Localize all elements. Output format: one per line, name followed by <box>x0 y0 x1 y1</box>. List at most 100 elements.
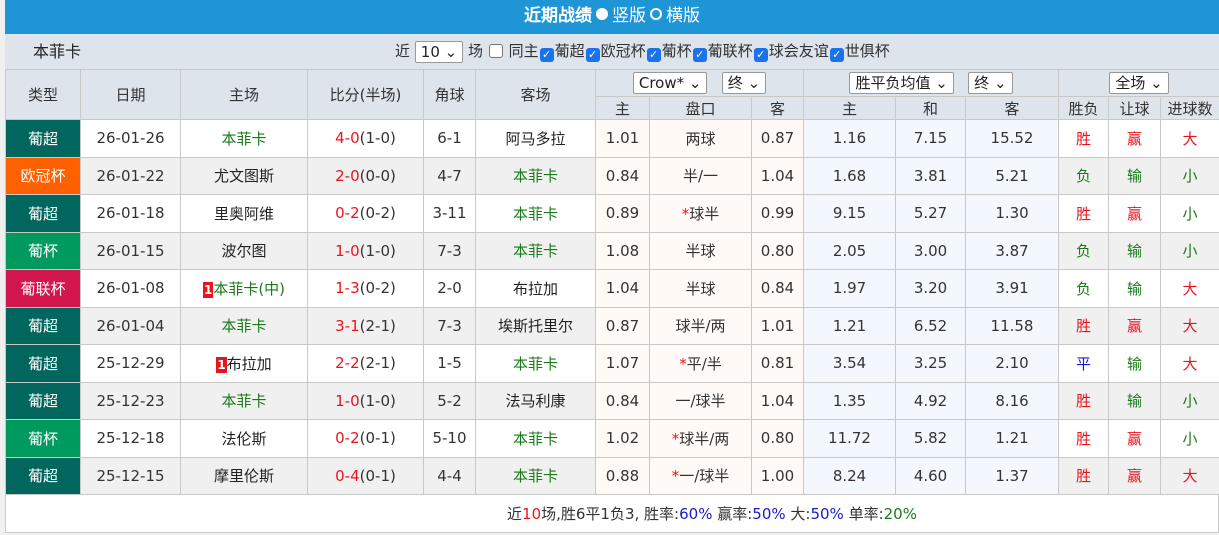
col-win-loss: 胜负 <box>1058 96 1110 120</box>
eu-home-odds: 1.97 <box>803 269 897 308</box>
home-team[interactable]: 尤文图斯 <box>180 156 308 195</box>
home-team[interactable]: 法伦斯 <box>180 419 308 458</box>
match-type[interactable]: 葡超 <box>5 381 81 420</box>
home-team-name[interactable]: 本菲卡 <box>221 317 267 336</box>
match-type[interactable]: 葡杯 <box>5 231 81 270</box>
away-team[interactable]: 本菲卡 <box>475 344 596 383</box>
goals-result: 小 <box>1160 381 1219 420</box>
table-row[interactable]: 葡超 26-01-26 本菲卡 4-0(1-0) 6-1 阿马多拉 1.01 两… <box>5 119 1219 158</box>
table-row[interactable]: 葡超 25-12-29 1布拉加 2-2(2-1) 1-5 本菲卡 1.07 *… <box>5 344 1219 383</box>
home-team[interactable]: 本菲卡 <box>180 381 308 420</box>
match-type[interactable]: 葡超 <box>5 306 81 345</box>
away-team[interactable]: 法马利康 <box>475 381 596 420</box>
away-team[interactable]: 本菲卡 <box>475 456 596 495</box>
league-checkbox[interactable]: ✓ <box>692 48 707 62</box>
score[interactable]: 2-2(2-1) <box>307 344 424 383</box>
match-type[interactable]: 葡超 <box>5 194 81 233</box>
ah-line-value: 球半 <box>689 204 720 223</box>
score[interactable]: 1-0(1-0) <box>307 231 424 270</box>
home-team[interactable]: 本菲卡 <box>180 306 308 345</box>
radio-vertical[interactable] <box>596 8 608 20</box>
home-team-name[interactable]: 布拉加 <box>226 354 272 373</box>
eu-draw-odds: 4.60 <box>895 456 967 495</box>
league-checkbox[interactable]: ✓ <box>585 48 600 62</box>
ah-company-value: Crow* <box>638 74 685 92</box>
chevron-down-icon: ⌄ <box>688 74 702 92</box>
win-loss-result: 胜 <box>1058 306 1110 345</box>
eu-away-odds: 8.16 <box>965 381 1060 420</box>
home-team[interactable]: 本菲卡 <box>180 119 308 158</box>
home-team[interactable]: 1布拉加 <box>180 344 308 383</box>
away-team[interactable]: 本菲卡 <box>475 231 596 270</box>
home-team-name[interactable]: 本菲卡(中) <box>213 279 286 298</box>
radio-horizontal[interactable] <box>650 8 662 20</box>
same-home-checkbox[interactable] <box>488 44 503 58</box>
away-team[interactable]: 埃斯托里尔 <box>475 306 596 345</box>
score[interactable]: 0-2(0-1) <box>307 419 424 458</box>
table-row[interactable]: 葡联杯 26-01-08 1本菲卡(中) 1-3(0-2) 2-0 布拉加 1.… <box>5 269 1219 308</box>
eu-home-odds: 8.24 <box>803 456 897 495</box>
match-date: 26-01-22 <box>80 156 181 195</box>
score[interactable]: 1-3(0-2) <box>307 269 424 308</box>
league-checkbox[interactable]: ✓ <box>539 48 554 62</box>
table-row[interactable]: 葡超 26-01-04 本菲卡 3-1(2-1) 7-3 埃斯托里尔 0.87 … <box>5 306 1219 345</box>
score[interactable]: 0-4(0-1) <box>307 456 424 495</box>
table-row[interactable]: 葡杯 25-12-18 法伦斯 0-2(0-1) 5-10 本菲卡 1.02 *… <box>5 419 1219 458</box>
score[interactable]: 4-0(1-0) <box>307 119 424 158</box>
away-team[interactable]: 本菲卡 <box>475 419 596 458</box>
score[interactable]: 3-1(2-1) <box>307 306 424 345</box>
match-type[interactable]: 葡超 <box>5 344 81 383</box>
match-type[interactable]: 葡联杯 <box>5 269 81 308</box>
match-count-select[interactable]: 10 ⌄ <box>414 40 464 63</box>
radio-horizontal-label[interactable]: 横版 <box>666 6 700 26</box>
match-type[interactable]: 葡超 <box>5 119 81 158</box>
win-loss-result: 胜 <box>1058 456 1110 495</box>
home-team[interactable]: 里奥阿维 <box>180 194 308 233</box>
home-team-name[interactable]: 本菲卡 <box>221 129 267 148</box>
away-team[interactable]: 本菲卡 <box>475 194 596 233</box>
home-team-name[interactable]: 摩里伦斯 <box>213 467 274 486</box>
score[interactable]: 1-0(1-0) <box>307 381 424 420</box>
match-type[interactable]: 欧冠杯 <box>5 156 81 195</box>
table-row[interactable]: 葡超 25-12-15 摩里伦斯 0-4(0-1) 4-4 本菲卡 0.88 *… <box>5 456 1219 495</box>
ah-home-odds: 0.89 <box>595 194 650 233</box>
league-checkbox[interactable]: ✓ <box>753 48 768 62</box>
scope-select[interactable]: 全场 ⌄ <box>1109 72 1169 94</box>
goals-result: 小 <box>1160 194 1219 233</box>
home-team[interactable]: 波尔图 <box>180 231 308 270</box>
table-row[interactable]: 葡杯 26-01-15 波尔图 1-0(1-0) 7-3 本菲卡 1.08 半球… <box>5 231 1219 270</box>
table-row[interactable]: 葡超 25-12-23 本菲卡 1-0(1-0) 5-2 法马利康 0.84 一… <box>5 381 1219 420</box>
match-type[interactable]: 葡超 <box>5 456 81 495</box>
eu-stage-value: 终 <box>974 74 990 92</box>
league-label: 球会友谊 <box>768 42 829 60</box>
table-row[interactable]: 欧冠杯 26-01-22 尤文图斯 2-0(0-0) 4-7 本菲卡 0.84 … <box>5 156 1219 195</box>
col-eu-home: 主 <box>803 96 897 120</box>
eu-company-select[interactable]: 胜平负均值 ⌄ <box>849 72 954 94</box>
away-team[interactable]: 布拉加 <box>475 269 596 308</box>
ah-home-odds: 1.01 <box>595 119 650 158</box>
half-score: (1-0) <box>359 241 396 260</box>
league-checkbox[interactable]: ✓ <box>829 48 844 62</box>
away-team[interactable]: 阿马多拉 <box>475 119 596 158</box>
ah-stage-select[interactable]: 终 ⌄ <box>721 72 767 94</box>
eu-stage-select[interactable]: 终 ⌄ <box>968 72 1013 94</box>
away-team[interactable]: 本菲卡 <box>475 156 596 195</box>
home-team-name[interactable]: 本菲卡 <box>221 392 267 411</box>
score[interactable]: 2-0(0-0) <box>307 156 424 195</box>
ah-line: 半球 <box>649 231 752 270</box>
summary-text: 场,胜6平1负3, 胜率: <box>541 505 680 523</box>
home-team-name[interactable]: 法伦斯 <box>221 429 267 448</box>
league-checkbox[interactable]: ✓ <box>646 48 661 62</box>
match-type[interactable]: 葡杯 <box>5 419 81 458</box>
table-row[interactable]: 葡超 26-01-18 里奥阿维 0-2(0-2) 3-11 本菲卡 0.89 … <box>5 194 1219 233</box>
home-team[interactable]: 摩里伦斯 <box>180 456 308 495</box>
home-team-name[interactable]: 波尔图 <box>221 242 267 261</box>
home-team[interactable]: 1本菲卡(中) <box>180 269 308 308</box>
radio-vertical-label[interactable]: 竖版 <box>612 6 646 26</box>
score[interactable]: 0-2(0-2) <box>307 194 424 233</box>
home-team-name[interactable]: 里奥阿维 <box>213 204 274 223</box>
ah-line-value: 半球 <box>685 279 716 298</box>
ah-company-select[interactable]: Crow* ⌄ <box>632 72 708 94</box>
eu-away-odds: 2.10 <box>965 344 1060 383</box>
home-team-name[interactable]: 尤文图斯 <box>213 167 274 186</box>
